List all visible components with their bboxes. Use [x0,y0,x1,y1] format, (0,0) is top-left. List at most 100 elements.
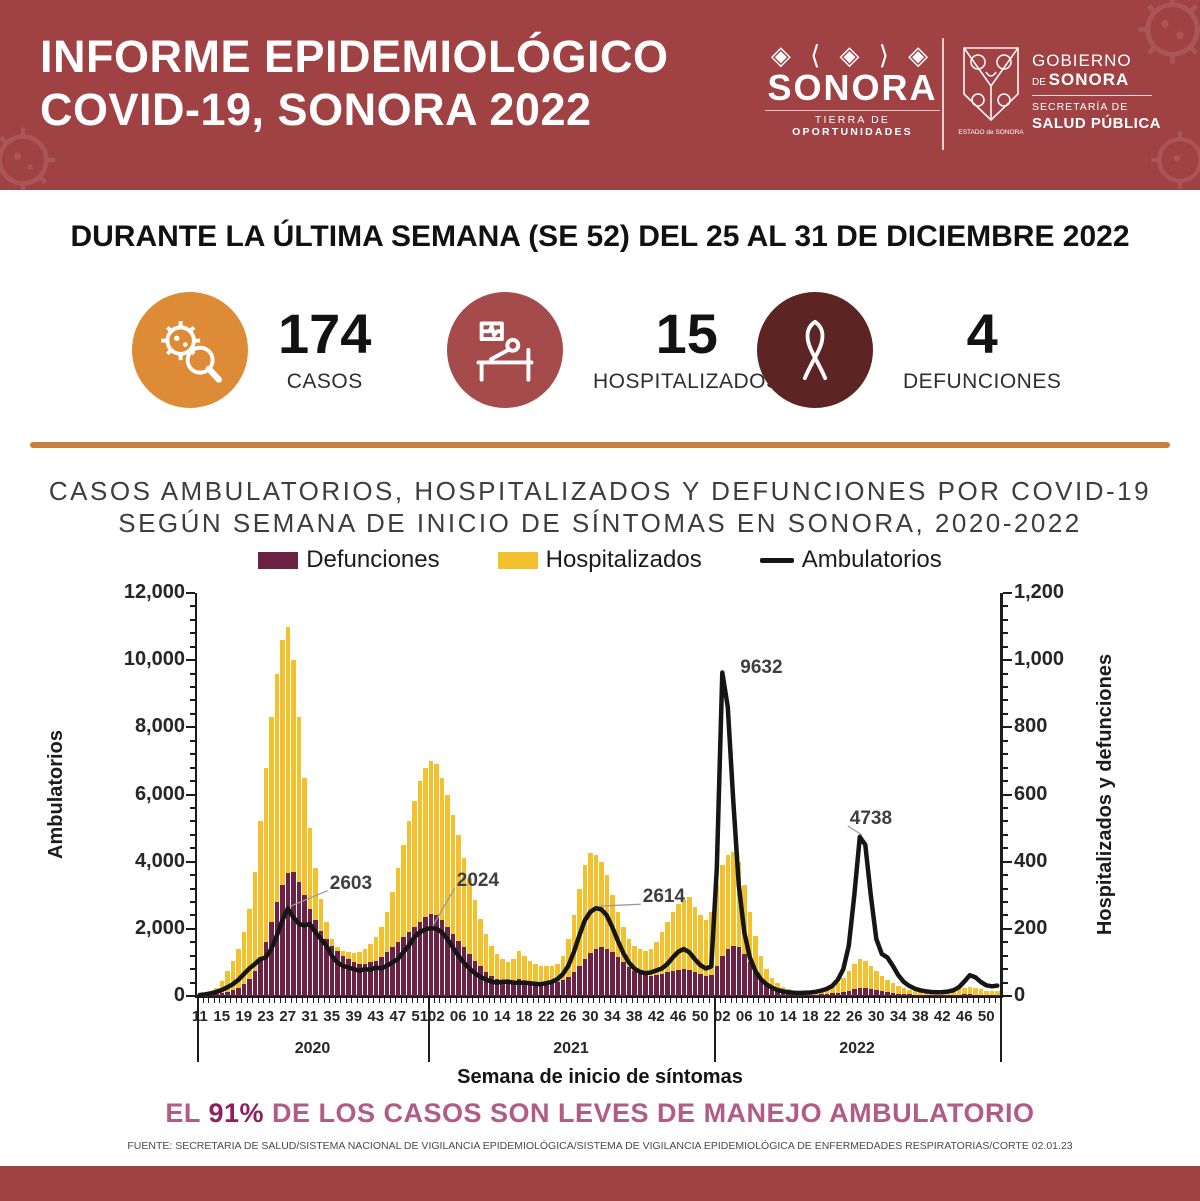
x-axis-week-tick [769,997,771,1003]
bar-defunciones [318,930,323,996]
x-axis-tick-label: 06 [735,1008,753,1025]
source-citation: FUENTE: SECRETARIA DE SALUD/SISTEMA NACI… [127,1140,1073,1152]
x-axis-tick-label: 14 [779,1008,797,1025]
bar-hospitalizados [621,927,626,996]
highlight-percentage: 91% [208,1098,264,1128]
x-axis-tick-label: 11 [191,1008,208,1025]
bar-defunciones [901,993,906,996]
year-separator [714,996,716,1062]
left-axis-tick [189,874,195,877]
left-axis-tick [189,686,195,689]
bar-defunciones [984,994,989,996]
x-axis-week-tick [653,997,655,1003]
x-axis-tick-label: 27 [279,1008,297,1025]
bar-defunciones [236,987,241,996]
x-axis-week-tick [356,997,358,1003]
x-axis-tick-label: 26 [559,1008,577,1025]
x-axis-week-tick [813,997,815,1003]
bar-defunciones [846,990,851,996]
legend-hospitalizados: Hospitalizados [497,546,702,574]
bar-hospitalizados [538,965,543,996]
left-axis-tick [189,739,195,742]
year-separator [197,996,199,1062]
header-divider [942,38,944,150]
right-axis-tick-label: 1,000 [1014,648,1065,671]
bar-defunciones [395,942,400,996]
x-axis-week-tick [648,997,650,1003]
x-axis-week-tick [802,997,804,1003]
bar-hospitalizados [626,938,631,996]
x-axis-week-tick [213,997,215,1003]
bar-hospitalizados [725,854,730,996]
bar-hospitalizados [263,767,268,996]
year-label-2021: 2021 [553,1040,589,1057]
bar-defunciones [593,948,598,996]
left-axis-tick [189,833,195,836]
x-axis-week-tick [604,997,606,1003]
bar-defunciones [714,965,719,996]
right-axis-tick [1002,887,1008,890]
right-axis-tick [1002,954,1008,957]
x-axis-week-tick [406,997,408,1003]
bar-hospitalizados [522,955,527,996]
right-axis-tick [1002,914,1008,917]
x-axis-week-tick [301,997,303,1003]
bar-defunciones [500,980,505,996]
bar-defunciones [978,994,983,996]
bar-hospitalizados [923,992,928,996]
bar-defunciones [511,981,516,996]
bar-hospitalizados [478,918,483,996]
right-axis-tick-label: 600 [1014,782,1048,805]
bar-defunciones [307,908,312,996]
sonora-logo-wordmark: SONORA [767,67,938,108]
x-axis-tick-label: 02 [713,1008,731,1025]
bar-hospitalizados [296,717,301,996]
x-axis-tick-label: 39 [345,1008,363,1025]
bar-hospitalizados [929,993,934,996]
casos-value: 174 [278,302,372,365]
x-axis-tick-label: 30 [867,1008,885,1025]
bar-defunciones [571,971,576,996]
bar-hospitalizados [879,975,884,996]
bar-hospitalizados [703,920,708,996]
bar-defunciones [989,994,994,996]
seal-caption: ESTADO de SONORA [958,129,1024,136]
x-axis-week-tick [736,997,738,1003]
x-axis-week-tick [681,997,683,1003]
bar-defunciones [384,952,389,996]
x-axis-week-tick [224,997,226,1003]
bar-defunciones [274,901,279,996]
right-axis-tick [1002,981,1008,984]
bar-defunciones [489,975,494,996]
x-axis-week-tick [719,997,721,1003]
right-axis-tick-label: 400 [1014,849,1048,872]
virus-decoration-icon [1151,131,1200,189]
x-axis-week-tick [318,997,320,1003]
left-axis-tick [189,618,195,621]
x-axis-week-tick [290,997,292,1003]
bar-defunciones [445,927,450,996]
left-axis-tick [189,914,195,917]
stat-defunciones: 4 DEFUNCIONES [757,292,1061,408]
bar-defunciones [648,975,653,996]
bar-defunciones [632,970,637,996]
defunciones-label: DEFUNCIONES [903,370,1062,393]
left-axis-tick [189,645,195,648]
x-axis-week-tick [263,997,265,1003]
bar-defunciones [461,947,466,996]
highlight-statement: EL 91% DE LOS CASOS SON LEVES DE MANEJO … [165,1098,1035,1128]
x-axis-week-tick [747,997,749,1003]
bar-hospitalizados [731,851,736,996]
x-axis-week-tick [912,997,914,1003]
left-axis-tick [189,806,195,809]
right-axis-tick-label: 0 [1014,984,1026,1006]
x-axis-week-tick [659,997,661,1003]
bar-defunciones [522,980,527,996]
x-axis-week-tick [637,997,639,1003]
left-axis-tick [185,995,195,997]
bar-defunciones [604,948,609,996]
left-axis-tick [189,699,195,702]
left-axis-tick [189,941,195,944]
hospital-bed-icon [476,321,534,382]
